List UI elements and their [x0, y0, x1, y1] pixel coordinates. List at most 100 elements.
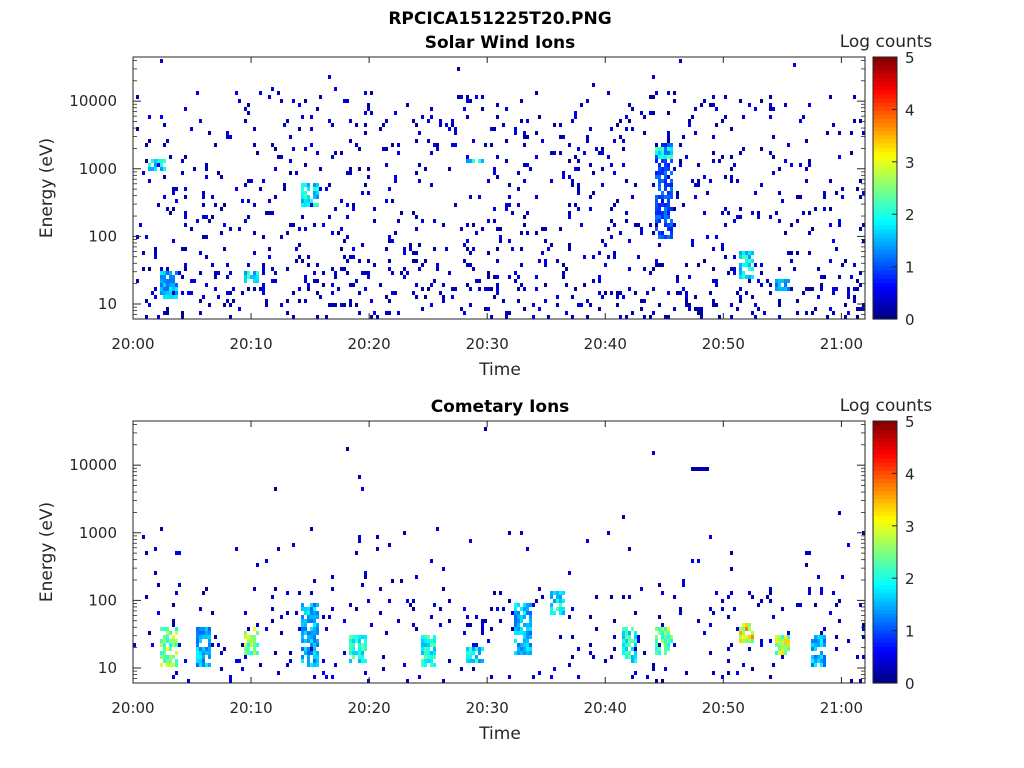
heatmap-cell [232, 299, 235, 303]
heatmap-cell [673, 595, 676, 599]
heatmap-cell [784, 635, 787, 639]
heatmap-cell [664, 235, 667, 239]
x-tick-label: 20:20 [348, 699, 391, 717]
heatmap-cell [520, 607, 523, 611]
heatmap-cell [721, 247, 724, 251]
heatmap-cell [571, 295, 574, 299]
colorbar-segment [873, 282, 897, 287]
heatmap-cell [526, 635, 529, 639]
heatmap-cell [664, 175, 667, 179]
heatmap-cell [523, 647, 526, 651]
heatmap-cell [412, 291, 415, 295]
heatmap-cell [664, 159, 667, 163]
colorbar-segment [873, 609, 897, 615]
heatmap-cell [721, 211, 724, 215]
heatmap-cell [847, 295, 850, 299]
heatmap-cell [541, 139, 544, 143]
heatmap-cell [703, 99, 706, 103]
heatmap-cell [442, 283, 445, 287]
heatmap-cell [136, 235, 139, 239]
heatmap-cell [361, 643, 364, 647]
heatmap-cell [610, 219, 613, 223]
heatmap-cell [811, 287, 814, 291]
heatmap-cell [727, 647, 730, 651]
heatmap-cell [172, 663, 175, 667]
x-tick-label: 20:10 [229, 699, 272, 717]
colorbar-segment [873, 662, 897, 668]
heatmap-cell [550, 591, 553, 595]
heatmap-cell [712, 611, 715, 615]
heatmap-cell [529, 619, 532, 623]
heatmap-cell [430, 639, 433, 643]
heatmap-cell [412, 119, 415, 123]
heatmap-cell [304, 191, 307, 195]
heatmap-cell [637, 255, 640, 259]
heatmap-cell [253, 203, 256, 207]
heatmap-cell [412, 607, 415, 611]
heatmap-cell [310, 127, 313, 131]
heatmap-cell [205, 283, 208, 287]
heatmap-cell [202, 651, 205, 655]
heatmap-cell [286, 611, 289, 615]
heatmap-cell [733, 163, 736, 167]
heatmap-cell [769, 95, 772, 99]
heatmap-cell [670, 223, 673, 227]
heatmap-cell [205, 651, 208, 655]
colorbar-segment [873, 163, 897, 169]
colorbar-segment [873, 556, 897, 561]
heatmap-cell [250, 643, 253, 647]
heatmap-cell [736, 671, 739, 675]
heatmap-cell [577, 159, 580, 163]
heatmap-cell [511, 211, 514, 215]
heatmap-cell [523, 631, 526, 635]
heatmap-cell [352, 255, 355, 259]
heatmap-cell [715, 235, 718, 239]
heatmap-cell [316, 263, 319, 267]
heatmap-cell [550, 675, 553, 679]
heatmap-cell [643, 651, 646, 655]
heatmap-cell [514, 619, 517, 623]
heatmap-cell [493, 171, 496, 175]
heatmap-cell [298, 591, 301, 595]
heatmap-cell [451, 143, 454, 147]
heatmap-cell [709, 623, 712, 627]
heatmap-cell [787, 631, 790, 635]
heatmap-cell [778, 279, 781, 283]
heatmap-cell [661, 159, 664, 163]
heatmap-cell [349, 603, 352, 607]
heatmap-cell [346, 215, 349, 219]
heatmap-cell [316, 655, 319, 659]
heatmap-cell [424, 647, 427, 651]
heatmap-cell [826, 315, 829, 319]
heatmap-cell [799, 119, 802, 123]
heatmap-cell [655, 143, 658, 147]
heatmap-cell [184, 211, 187, 215]
heatmap-cell [667, 183, 670, 187]
heatmap-cell [634, 643, 637, 647]
colorbar-segment [873, 433, 897, 438]
heatmap-cell [664, 667, 667, 671]
heatmap-cell [241, 667, 244, 671]
heatmap-cell [430, 151, 433, 155]
colorbar-segment [873, 65, 897, 70]
colorbar-segment [873, 576, 897, 582]
heatmap-cell [658, 167, 661, 171]
heatmap-cell [166, 279, 169, 283]
heatmap-cell [784, 639, 787, 643]
heatmap-cell [199, 647, 202, 651]
heatmap-cell [649, 271, 652, 275]
heatmap-cell [331, 231, 334, 235]
heatmap-cell [385, 147, 388, 151]
heatmap-cell [205, 647, 208, 651]
colorbar-segment [873, 151, 897, 156]
heatmap-cell [364, 287, 367, 291]
heatmap-cell [481, 227, 484, 231]
heatmap-cell [820, 283, 823, 287]
heatmap-cell [418, 179, 421, 183]
heatmap-cell [340, 151, 343, 155]
heatmap-cell [742, 255, 745, 259]
heatmap-cell [331, 675, 334, 679]
heatmap-cell [370, 91, 373, 95]
heatmap-cell [721, 675, 724, 679]
heatmap-cell [700, 103, 703, 107]
